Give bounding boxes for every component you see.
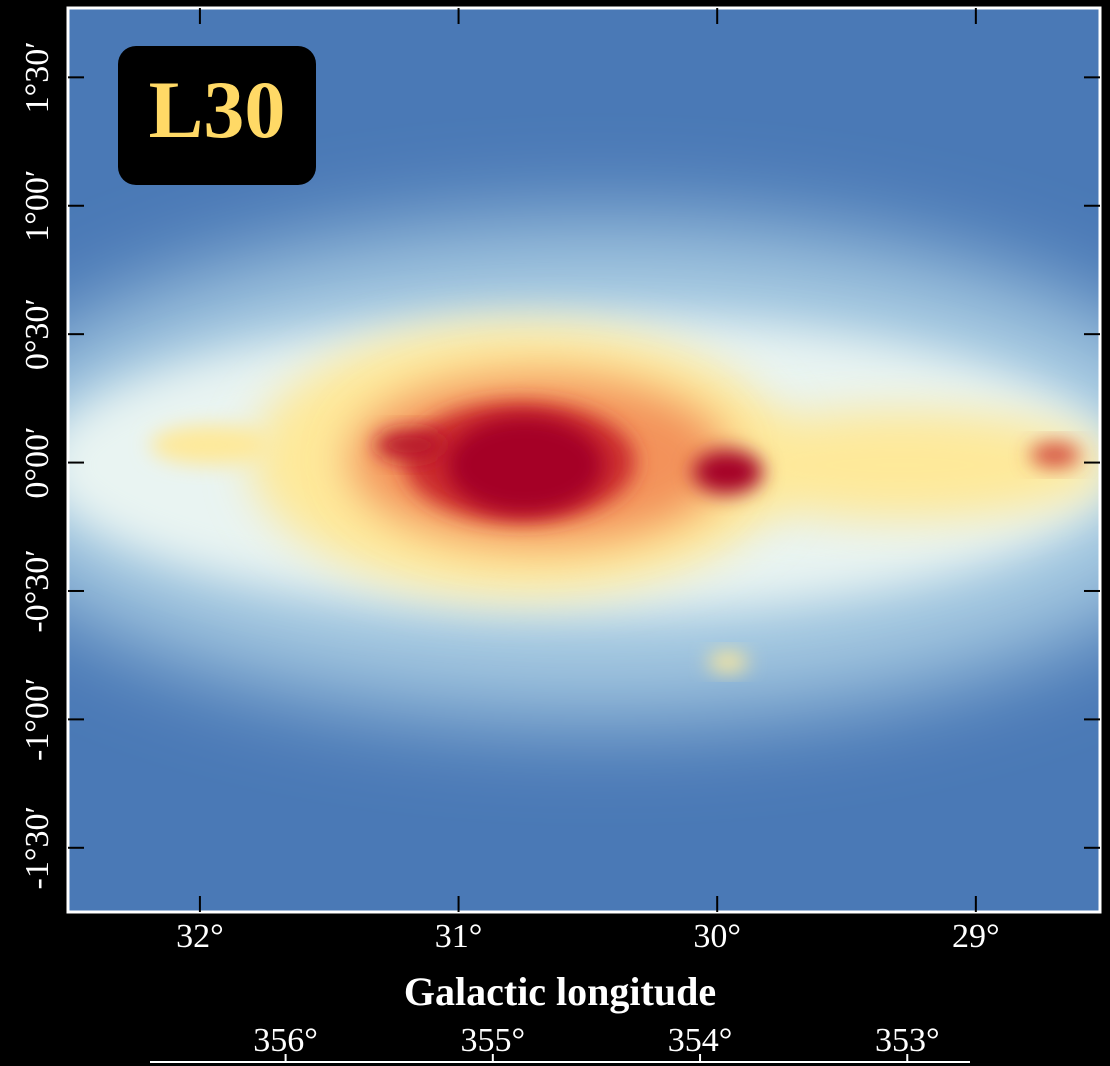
x-tick-label: 31° bbox=[435, 918, 483, 955]
y-tick-label: 0°00′ bbox=[19, 427, 56, 499]
x-axis-label: Galactic longitude bbox=[404, 969, 716, 1014]
annotation: L30 bbox=[149, 64, 286, 155]
x2-tick-label: 356° bbox=[253, 1022, 318, 1059]
x2-tick-label: 355° bbox=[461, 1022, 526, 1059]
y-tick-label: -0°30′ bbox=[19, 549, 56, 632]
x-tick-label: 32° bbox=[176, 918, 224, 955]
y-tick-label: 1°30′ bbox=[19, 41, 56, 113]
x-tick-label: 30° bbox=[693, 918, 741, 955]
x2-tick-label: 353° bbox=[875, 1022, 940, 1059]
y-tick-label: -1°00′ bbox=[19, 678, 56, 761]
page: L30 Galactic longitude 32° 31° 30° 29° 356° 3… bbox=[0, 0, 1110, 1066]
y-tick-label: 1°00′ bbox=[19, 170, 56, 242]
y-tick-label: 0°30′ bbox=[19, 298, 56, 370]
x2-tick-label: 354° bbox=[668, 1022, 733, 1059]
y-tick-label: -1°30′ bbox=[19, 806, 56, 889]
chart: L30 Galactic longitude 32° 31° 30° 29° 356° 3… bbox=[0, 0, 1110, 1066]
x-tick-label: 29° bbox=[952, 918, 1000, 955]
